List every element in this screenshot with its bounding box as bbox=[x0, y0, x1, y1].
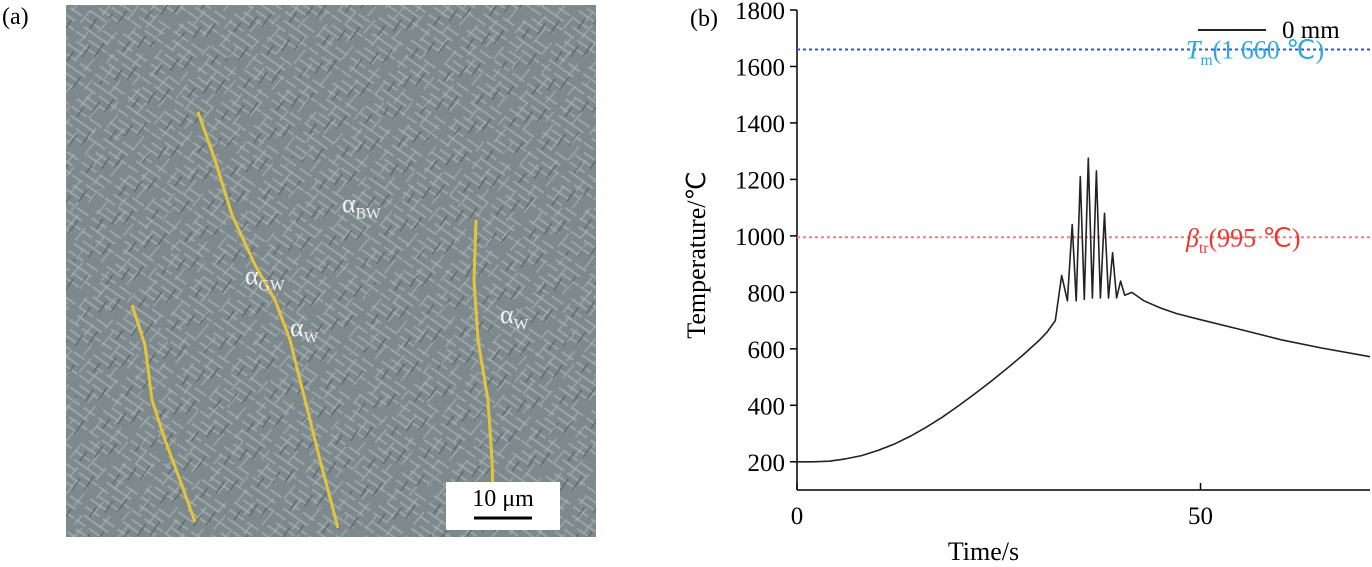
phase-label: αW bbox=[500, 300, 529, 334]
phase-label-subscript: BW bbox=[356, 206, 381, 223]
reference-label-subscript: m bbox=[1200, 52, 1212, 69]
phase-label-symbol: α bbox=[290, 313, 304, 342]
reference-label-subscript: tr bbox=[1199, 240, 1209, 257]
phase-label-symbol: α bbox=[342, 189, 356, 218]
x-axis-label: Time/s bbox=[948, 537, 1019, 562]
x-tick-label: 50 bbox=[1188, 503, 1213, 530]
reference-label-symbol: T bbox=[1186, 36, 1202, 65]
panel-label: (b) bbox=[690, 6, 718, 32]
reference-label-text: (1 660 ℃) bbox=[1213, 36, 1325, 65]
phase-label-subscript: W bbox=[304, 330, 319, 347]
phase-label: αGW bbox=[245, 261, 285, 295]
x-tick-label: 0 bbox=[791, 503, 804, 530]
micrograph bbox=[66, 5, 596, 537]
scale-bar-label: 10 μm bbox=[472, 486, 534, 512]
phase-label-symbol: α bbox=[500, 300, 514, 329]
phase-label-subscript: GW bbox=[259, 278, 285, 295]
y-tick-label: 1200 bbox=[735, 167, 785, 194]
y-tick-label: 1000 bbox=[735, 224, 785, 251]
y-tick-label: 200 bbox=[748, 450, 786, 477]
y-tick-label: 1800 bbox=[735, 0, 785, 25]
reference-label: βtr(995 ℃) bbox=[1185, 223, 1301, 257]
reference-label: Tm(1 660 ℃) bbox=[1186, 36, 1324, 70]
reference-label-symbol: β bbox=[1185, 223, 1199, 252]
data-line bbox=[797, 157, 1371, 463]
reference-label-text: (995 ℃) bbox=[1208, 223, 1300, 252]
y-tick-label: 800 bbox=[748, 280, 786, 307]
legend-label: 0 mm bbox=[1282, 17, 1340, 44]
y-axis-label: Temperature/℃ bbox=[682, 171, 711, 338]
y-tick-label: 1600 bbox=[735, 54, 785, 81]
y-tick-label: 1400 bbox=[735, 111, 785, 138]
y-tick-label: 400 bbox=[748, 393, 786, 420]
phase-label: αW bbox=[290, 313, 319, 347]
panel-label: (a) bbox=[2, 4, 29, 30]
y-tick-label: 600 bbox=[748, 337, 786, 364]
phase-label-symbol: α bbox=[245, 261, 259, 290]
phase-label-subscript: W bbox=[514, 317, 529, 334]
phase-label: αBW bbox=[342, 189, 381, 223]
